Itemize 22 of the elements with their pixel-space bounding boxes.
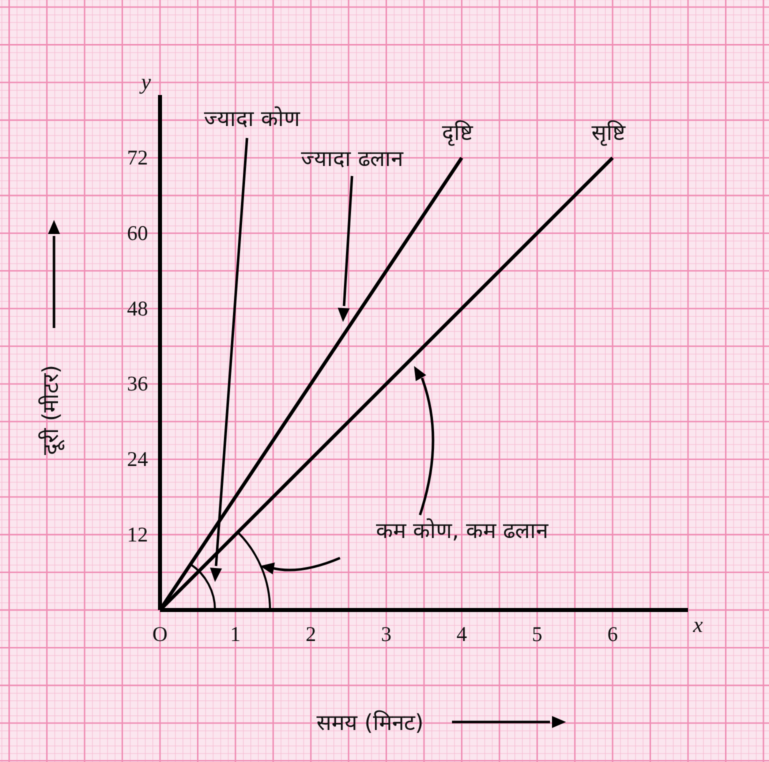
text: x xyxy=(692,612,704,637)
x-tick-label: 6 xyxy=(607,622,618,646)
text: y xyxy=(139,69,152,94)
series-label: सृष्टि xyxy=(592,120,627,146)
annotation: ज्यादा ढलान xyxy=(301,147,404,172)
x-tick-label: 3 xyxy=(381,622,392,646)
x-tick-label: O xyxy=(152,622,168,646)
y-tick-label: 60 xyxy=(127,220,148,245)
x-tick-label: 5 xyxy=(532,622,542,646)
x-tick-label: 1 xyxy=(230,622,241,646)
annotation: कम कोण, कम ढलान xyxy=(376,518,549,544)
y-tick-label: 12 xyxy=(127,522,148,546)
y-tick-label: 72 xyxy=(127,146,148,170)
x-tick-label: 2 xyxy=(306,622,316,646)
x-axis-title: समय (मिनट) xyxy=(316,710,424,736)
y-tick-label: 36 xyxy=(127,372,148,396)
y-tick-label: 48 xyxy=(127,296,148,320)
y-tick-label: 24 xyxy=(127,446,148,471)
series-label: दृष्टि xyxy=(442,120,474,146)
y-axis-title: दूरी (मीटर) xyxy=(38,364,65,456)
x-tick-label: 4 xyxy=(456,622,468,646)
annotation: ज्यादा कोण xyxy=(204,106,301,132)
